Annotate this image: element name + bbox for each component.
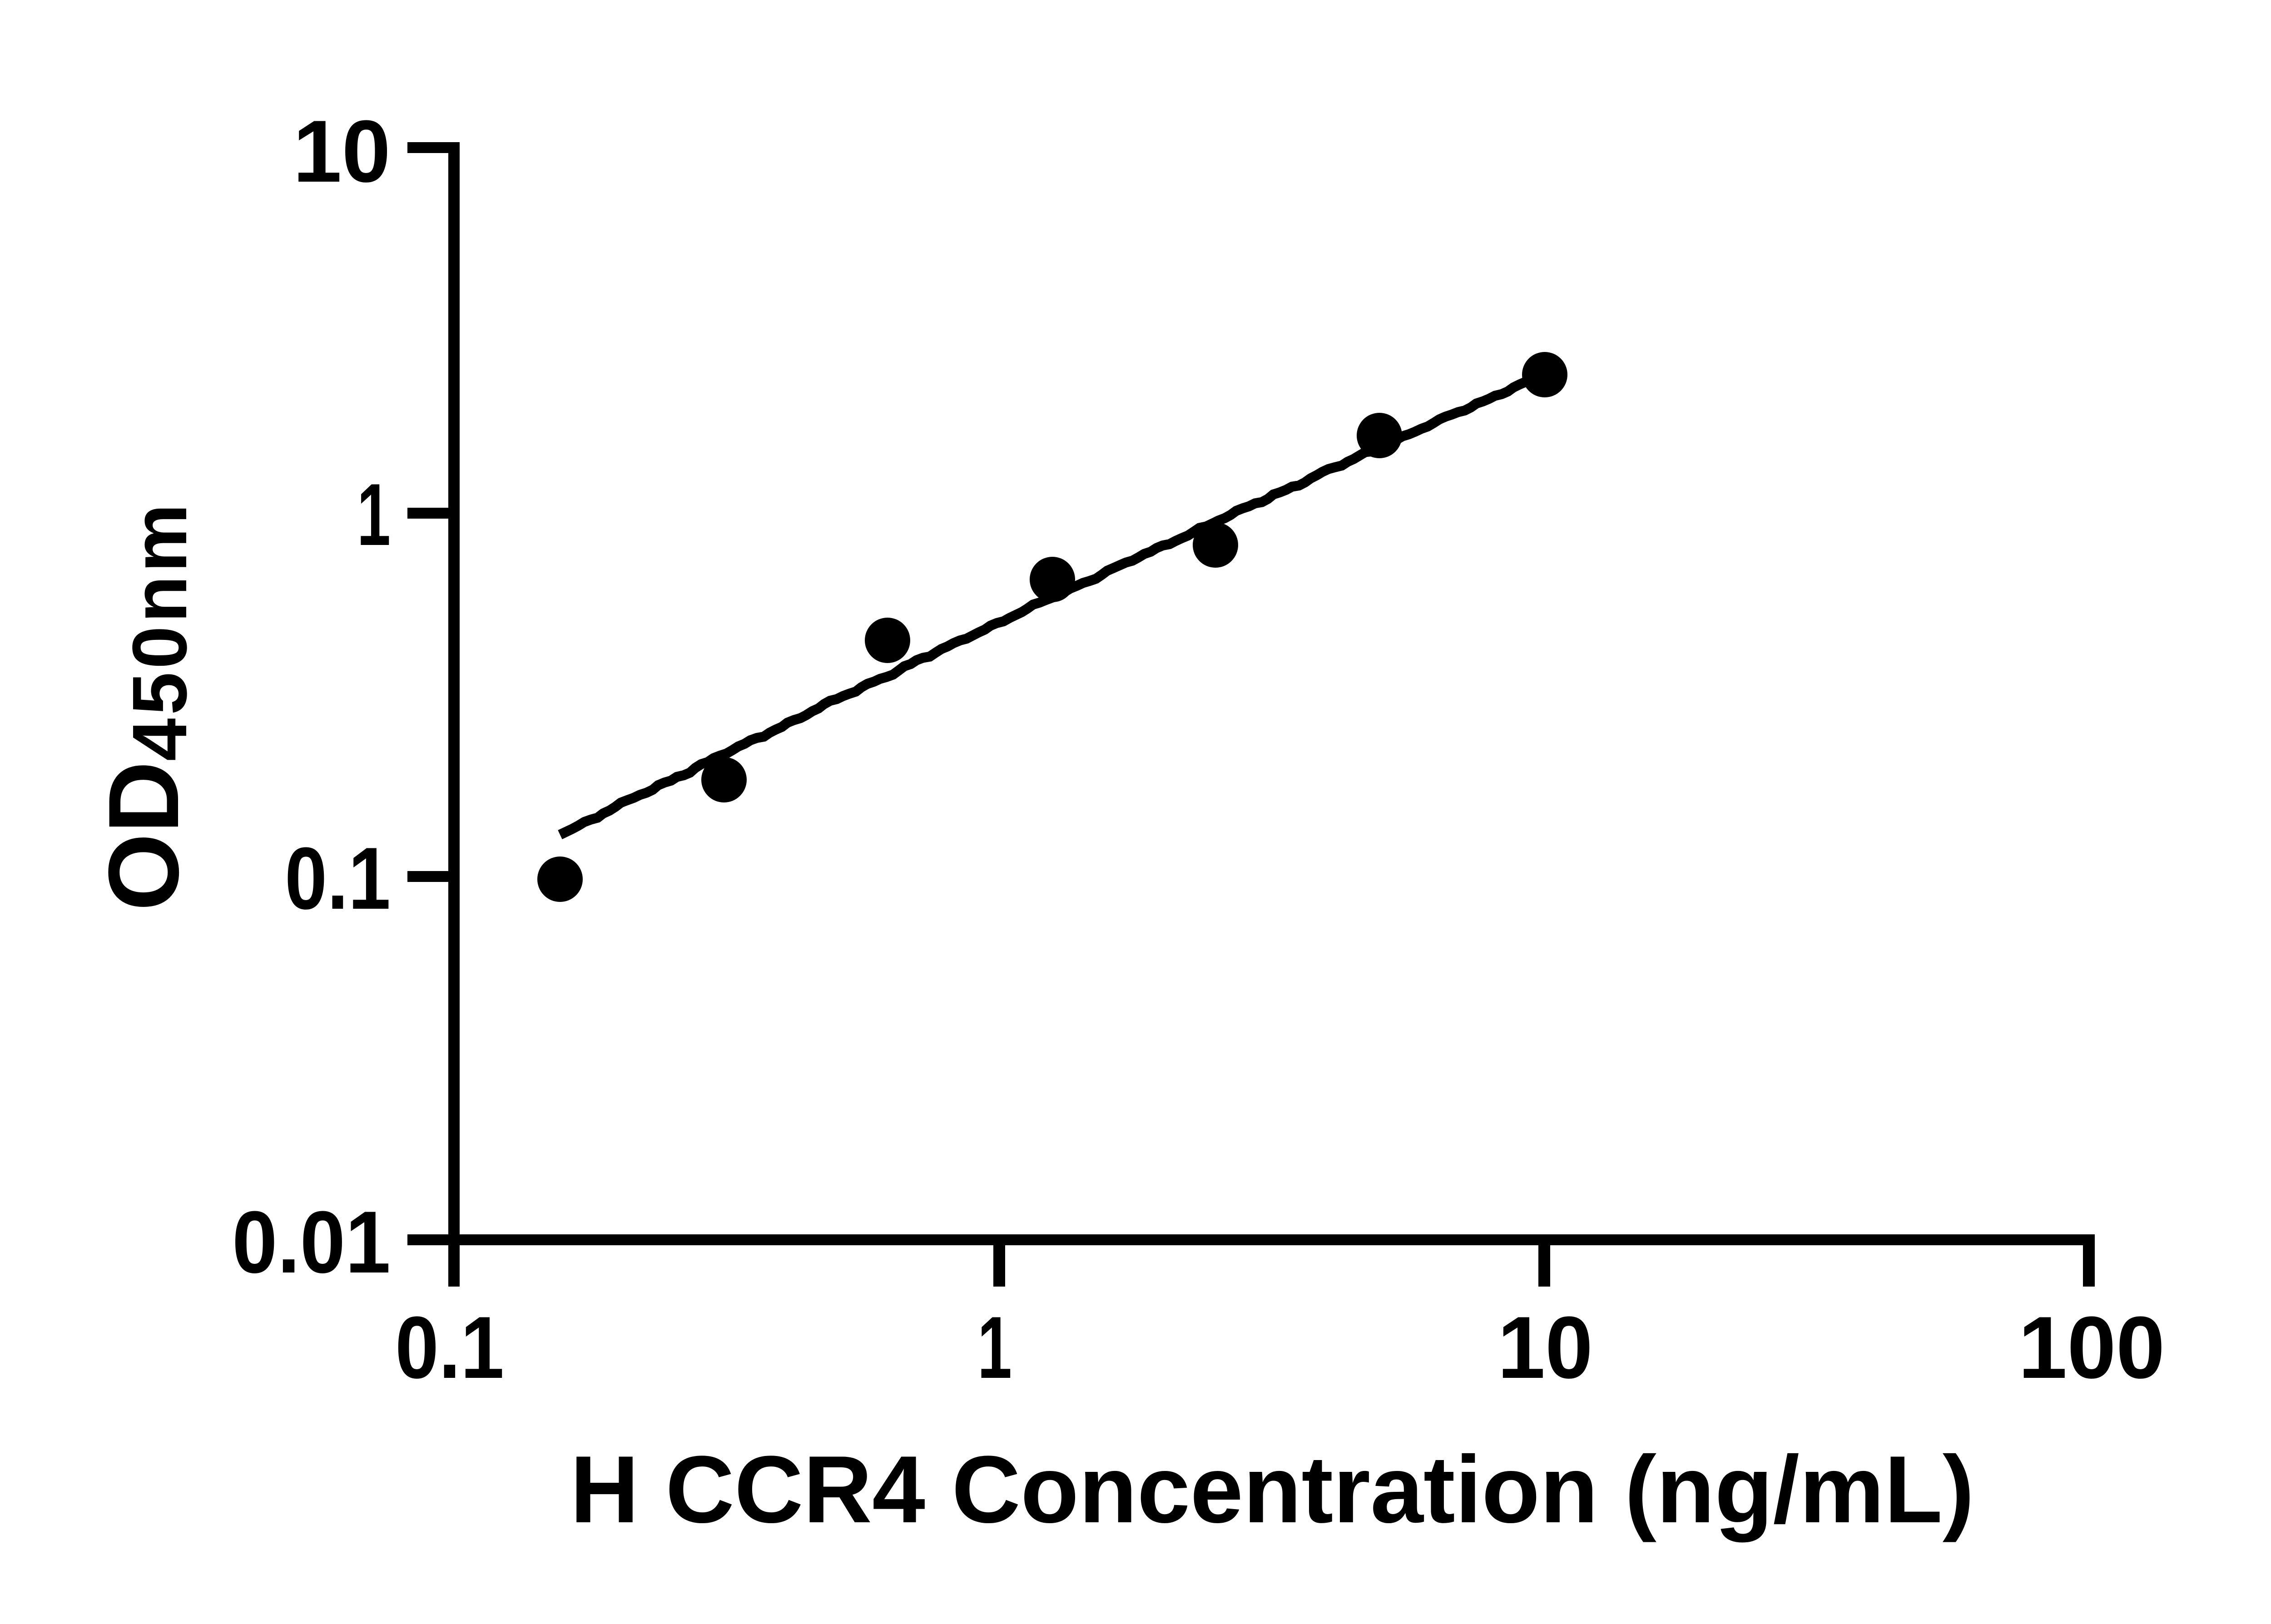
svg-text:1: 1 — [357, 465, 391, 564]
svg-text:H CCR4 Concentration (ng/mL): H CCR4 Concentration (ng/mL) — [570, 1436, 1974, 1543]
svg-text:10: 10 — [1497, 1298, 1593, 1397]
svg-text:0.1: 0.1 — [395, 1298, 504, 1397]
svg-text:100: 100 — [2018, 1298, 2165, 1397]
svg-text:0.1: 0.1 — [285, 829, 391, 928]
svg-text:0.01: 0.01 — [232, 1193, 391, 1292]
svg-text:10: 10 — [293, 102, 391, 201]
svg-text:1: 1 — [977, 1298, 1012, 1397]
svg-text:OD450nm: OD450nm — [88, 500, 203, 911]
